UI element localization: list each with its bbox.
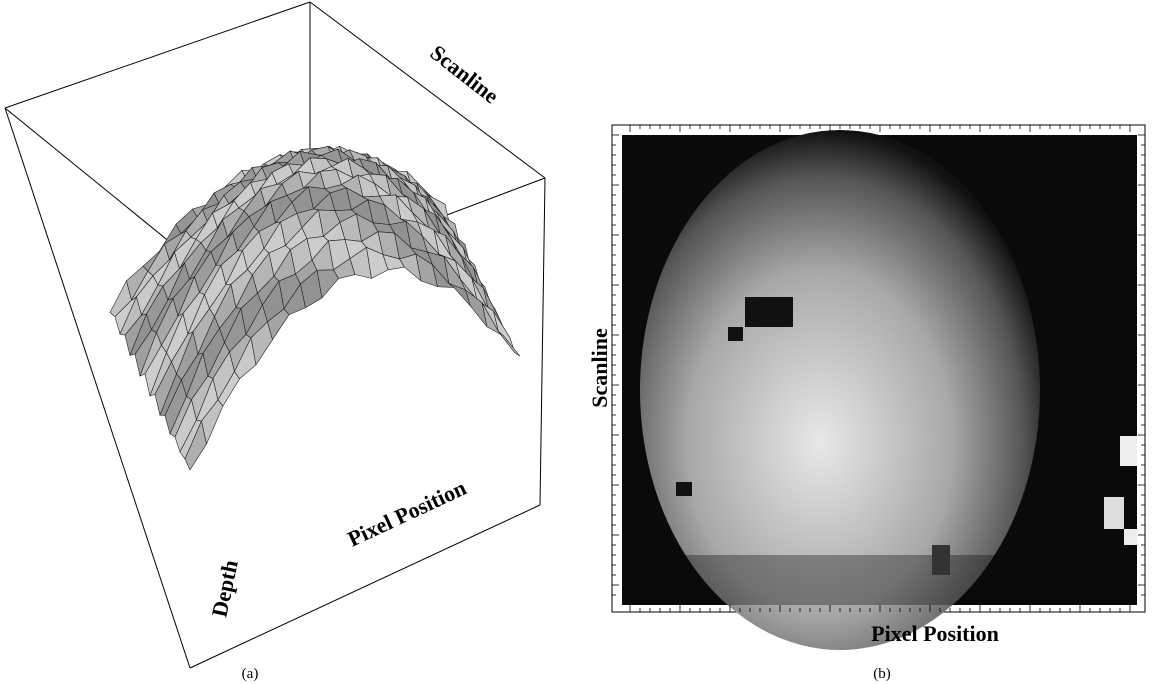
axis-label: Scanline: [426, 40, 504, 109]
axis-label: Pixel Position: [871, 621, 999, 646]
caption: (a): [242, 666, 259, 682]
caption: (b): [873, 666, 891, 682]
surface-mesh: [110, 146, 520, 470]
axis-label: Scanline: [587, 328, 612, 408]
axis-label: Depth: [206, 558, 242, 619]
mesh-cell: [499, 332, 521, 357]
image-shade: [622, 555, 1137, 605]
axis-label: Pixel Position: [344, 475, 470, 552]
figure: Scanline Depth Pixel Position (a) Scanli…: [0, 0, 1157, 684]
